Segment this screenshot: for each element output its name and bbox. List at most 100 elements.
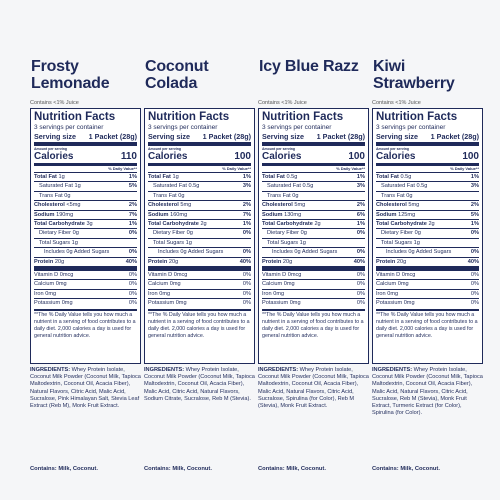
vitamin-dv: 0% [356, 272, 365, 279]
nutrient-name: Total Carbohydrate [148, 221, 199, 228]
nutrient-row: Total Fat 0.5g 1% [262, 172, 365, 181]
vitamin-dv: 0% [356, 281, 365, 288]
vitamin: Vitamin D 0mcg [376, 271, 415, 279]
nutrient-amount: 1g [71, 239, 78, 246]
nutrient: Total Sugars 1g [34, 239, 78, 247]
nutrient-amount: 0g Added Sugars [180, 249, 224, 256]
calories: Calories 100 [148, 152, 251, 166]
nutrient-row: Saturated Fat 0.5g 3% [376, 181, 479, 190]
nutrient: Trans Fat 0g [34, 192, 71, 200]
amount-per-serving: Amount per serving [262, 147, 296, 151]
nutrient-name: Sodium [34, 211, 55, 218]
product-column: Frosty Lemonade Contains <1% Juice Nutriti… [30, 58, 141, 472]
nutrient-amount: 5mg [294, 202, 306, 209]
nutrient-row: Saturated Fat 0.5g 3% [148, 181, 251, 190]
nutrient-row: Total Fat 1g 1% [148, 172, 251, 181]
vitamin-amount: 0mg [397, 281, 409, 288]
vitamin: Calcium 0mg [376, 280, 409, 288]
nutrient: Dietary Fiber 0g [262, 229, 307, 237]
nutrient-name: Includes [44, 249, 65, 256]
serving-size: Serving size 1 Packet (28g) [148, 132, 251, 146]
nutrient: Cholesterol 5mg [376, 201, 419, 209]
label-title: Nutrition Facts [148, 111, 230, 123]
nutrient-name: Protein [148, 258, 168, 265]
calories-label: Calories [34, 151, 74, 162]
servings: 3 servings per container [34, 124, 104, 131]
nutrient: Total Sugars 1g [262, 239, 306, 247]
nutrient: Total Fat 0.5g [376, 173, 411, 181]
serving-size-value: 1 Packet (28g) [430, 132, 479, 141]
label-title: Nutrition Facts [376, 111, 458, 123]
nutrient-name: Dietary Fiber [267, 230, 300, 237]
vitamin-name: Iron [262, 290, 272, 297]
vitamin-row: Potassium 0mg 0% [376, 298, 479, 307]
nutrient-row: Total Fat 0.5g 1% [376, 172, 479, 181]
nutrient-row: Total Sugars 1g [262, 237, 365, 247]
nutrient-amount: 2g [314, 221, 321, 228]
calories-label: Calories [262, 151, 302, 162]
vitamin-dv: 0% [242, 272, 251, 279]
nutrient-amount: 190mg [56, 211, 74, 218]
vitamin: Iron 0mg [262, 290, 284, 298]
nutrient-name: Total Carbohydrate [262, 221, 313, 228]
nutrient: Total Fat 1g [34, 173, 65, 181]
nutrient-name: Total Fat [148, 174, 171, 180]
vitamin-dv: 0% [128, 272, 137, 279]
vitamin-row: Potassium 0mg 0% [148, 298, 251, 307]
product-column: Kiwi Strawberry Contains <1% Juice Nutriti… [372, 58, 483, 472]
vitamin-name: Potassium [34, 300, 61, 307]
nutrient-name: Sodium [148, 211, 169, 218]
nutrient: Saturated Fat 0.5g [376, 182, 427, 190]
serving-size-label: Serving size [262, 132, 304, 141]
vitamin: Potassium 0mg [148, 299, 187, 307]
nutrient-dv: 5% [470, 211, 479, 218]
vitamin-row: Vitamin D 0mcg 0% [148, 270, 251, 279]
nutrient-amount: 1g [74, 183, 81, 190]
nutrient-row: Protein 20g 40% [262, 256, 365, 271]
nutrient-name: Total Fat [34, 174, 57, 180]
vitamin-amount: 0mcg [287, 272, 302, 279]
vitamin-name: Calcium [34, 281, 55, 288]
nutrient-row: Includes 0g Added Sugars 0% [148, 247, 251, 256]
nutrient-row: Trans Fat 0g [376, 190, 479, 200]
nutrient-row: Protein 20g 40% [34, 256, 137, 271]
vitamin-name: Iron [34, 290, 44, 297]
nutrient-amount: 0g [64, 192, 71, 199]
nutrient-dv: 2% [242, 202, 251, 209]
ingredients-label: INGREDIENTS: [30, 367, 71, 373]
nutrient-row: Total Sugars 1g [376, 237, 479, 247]
nutrient: Cholesterol 5mg [148, 201, 191, 209]
vitamin-amount: 0mg [61, 300, 73, 307]
nutrient-dv: 7% [242, 211, 251, 218]
nutrient-amount: 0g [406, 192, 413, 199]
nutrient-amount: 0.5g [302, 183, 314, 190]
nutrient-name: Cholesterol [34, 202, 65, 209]
nutrient-amount: 5mg [180, 202, 192, 209]
vitamin-amount: 0mcg [173, 272, 188, 279]
nutrient-row: Saturated Fat 0.5g 3% [262, 181, 365, 190]
nutrient-amount: 0g Added Sugars [408, 249, 452, 256]
vitamin: Potassium 0mg [34, 299, 73, 307]
serving-size: Serving size 1 Packet (28g) [262, 132, 365, 146]
nutrient-name: Total Fat [262, 174, 285, 180]
nutrient: Total Fat 1g [148, 173, 179, 181]
nutrient: Total Fat 0.5g [262, 173, 297, 181]
vitamin-name: Vitamin D [376, 272, 401, 279]
vitamin: Potassium 0mg [376, 299, 415, 307]
nutrient-dv: 1% [128, 221, 137, 228]
nutrient-amount: 1g [413, 239, 420, 246]
allergens: Contains: Milk, Coconut. [258, 466, 326, 472]
footnote: **The % Daily Value tells you how much a… [148, 308, 251, 340]
vitamin: Calcium 0mg [148, 280, 181, 288]
vitamin-amount: 0mg [45, 290, 57, 297]
allergens: Contains: Milk, Coconut. [144, 466, 212, 472]
nutrient-amount: 160mg [170, 211, 188, 218]
nutrient: Saturated Fat 0.5g [148, 182, 199, 190]
nutrient-name: Sodium [262, 211, 283, 218]
nutrient: Sodium 125mg [376, 211, 415, 219]
nutrient-name: Saturated Fat [267, 183, 301, 190]
servings: 3 servings per container [148, 124, 218, 131]
nutrient-dv: 1% [470, 221, 479, 228]
vitamin-amount: 0mcg [401, 272, 416, 279]
serving-size-value: 1 Packet (28g) [316, 132, 365, 141]
